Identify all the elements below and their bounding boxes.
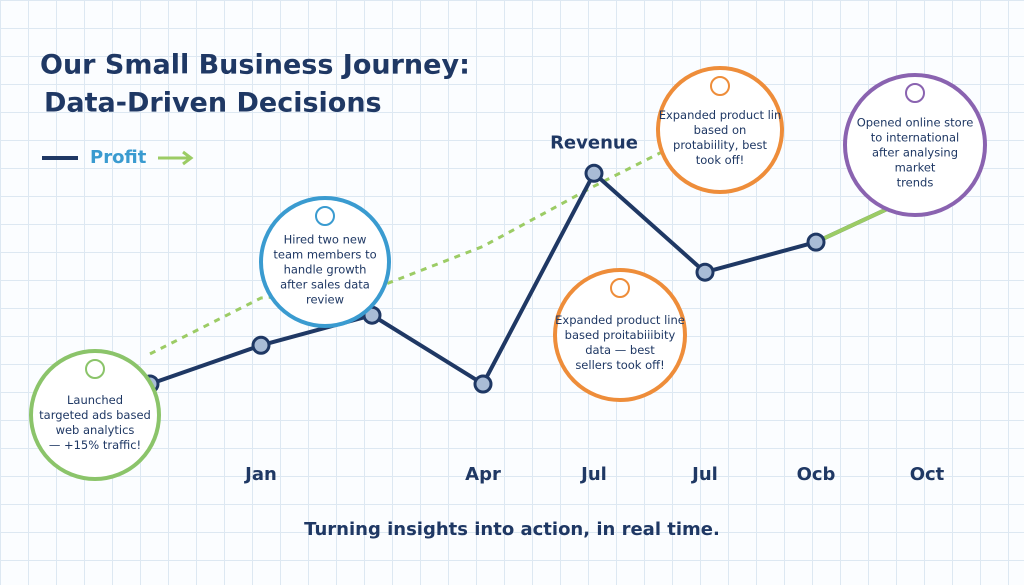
chart-title: Data-Driven Decisions: [44, 88, 382, 119]
revenue-point: [251, 335, 271, 355]
annotation-text: web analytics: [56, 423, 135, 437]
x-tick-label: Oct: [910, 464, 945, 485]
series-label: Revenue: [550, 132, 638, 153]
legend-label: Profit: [90, 147, 147, 168]
annotation-text: market: [895, 161, 936, 175]
revenue-point: [584, 163, 604, 183]
revenue-line: [149, 171, 928, 386]
annotation-text: to international: [871, 131, 959, 145]
x-tick-label: Ocb: [797, 464, 836, 485]
annotation-circle: [656, 66, 784, 194]
revenue-point: [473, 374, 493, 394]
subtitle: Turning insights into action, in real ti…: [304, 519, 720, 540]
annotation-text: team members to: [273, 248, 376, 262]
x-tick-label: Jan: [243, 464, 277, 485]
annotation-text: based on: [694, 123, 747, 137]
annotation-text: after analysing: [872, 146, 958, 160]
annotation-circle: [259, 196, 391, 328]
annotation-circle: [843, 73, 987, 217]
annotation-text: sellers took off!: [575, 358, 664, 372]
annotation-text: Hired two new: [284, 233, 367, 247]
annotation-text: trends: [897, 176, 934, 190]
annotation-text: Expanded product line: [555, 313, 685, 327]
x-tick-label: Apr: [465, 464, 501, 485]
annotation-text: — +15% traffic!: [49, 438, 141, 452]
annotation-text: handle growth: [284, 263, 367, 277]
annotation-text: took off!: [696, 153, 744, 167]
annotation-icon: [710, 76, 730, 96]
revenue-point: [806, 232, 826, 252]
annotation-circle: [553, 268, 687, 402]
annotation-text: protabiility, best: [673, 138, 767, 152]
annotation-circle: [29, 349, 161, 481]
revenue-point: [695, 262, 715, 282]
annotation-text: Expanded product lin: [659, 108, 782, 122]
annotation-icon: [905, 83, 925, 103]
annotation-text: Launched: [67, 393, 123, 407]
annotation-text: review: [306, 293, 344, 307]
annotation-icon: [85, 359, 105, 379]
x-tick-label: Jul: [690, 464, 718, 485]
annotation-text: after sales data: [280, 278, 370, 292]
annotation-text: Opened online store: [857, 116, 974, 130]
annotation-text: data — best: [585, 343, 655, 357]
x-tick-label: Jul: [579, 464, 607, 485]
legend-arrow-head: [182, 150, 194, 166]
chart-title: Our Small Business Journey:: [40, 50, 470, 81]
annotation-icon: [315, 206, 335, 226]
annotation-text: based proitabiiibity: [565, 328, 676, 342]
annotation-text: targeted ads based: [39, 408, 151, 422]
annotation-icon: [610, 278, 630, 298]
